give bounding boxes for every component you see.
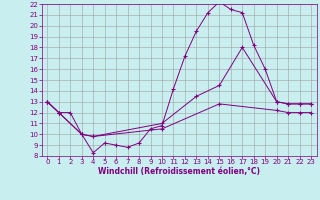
- X-axis label: Windchill (Refroidissement éolien,°C): Windchill (Refroidissement éolien,°C): [98, 167, 260, 176]
